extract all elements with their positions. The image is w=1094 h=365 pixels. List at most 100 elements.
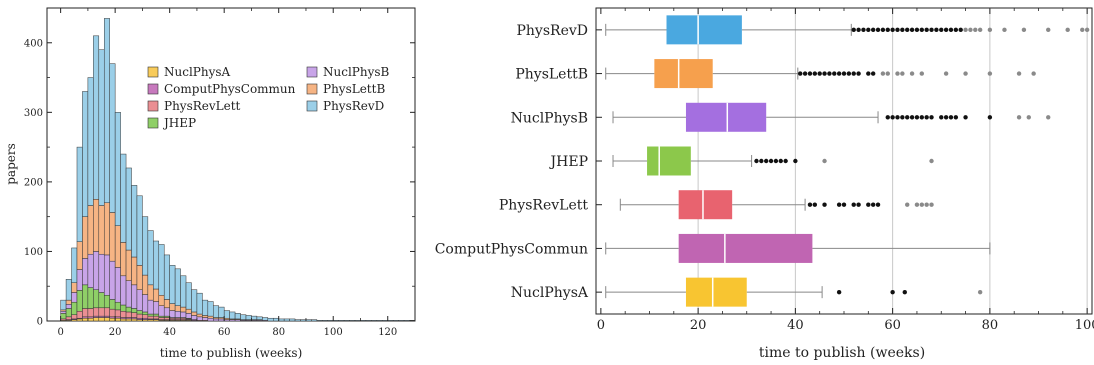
histogram-bar [147,284,154,301]
boxplot-outlier [817,71,822,76]
histogram-bar [180,306,187,313]
histogram-bar [103,307,110,317]
histogram-bar [109,212,116,262]
legend-swatch [306,100,318,112]
boxplot-outlier [929,27,934,33]
histogram-y-tick-label: 400 [24,38,43,49]
histogram-bar [169,310,176,318]
boxplot-x-tick-label: 40 [787,318,804,333]
boxplot-far-outlier [909,71,915,76]
boxplot-far-outlier [919,71,925,76]
boxplot-box [678,190,733,220]
boxplot-outlier [856,71,861,76]
histogram-bar [311,319,318,322]
histogram-bar [93,251,100,290]
boxplot-outlier [851,202,856,207]
boxplot-far-outlier [919,202,925,207]
boxplot-outlier [836,71,842,76]
histogram-bar [147,315,154,320]
histogram-bar [76,241,83,270]
histogram-bar [60,313,67,320]
histogram-bar [120,318,127,322]
histogram-bar [169,303,176,311]
boxplot-far-outlier [1031,71,1036,76]
histogram-bar [142,274,149,295]
histogram-bar [360,320,367,322]
boxplot-outlier [963,115,968,120]
histogram-bar [403,320,410,322]
histogram-bar [103,317,110,322]
histogram-bar [114,267,121,303]
boxplot-far-outlier [924,202,929,207]
boxplot-outlier [939,27,944,33]
histogram-bar [153,288,160,302]
boxplot-outlier [856,202,861,207]
histogram-bar [120,311,127,318]
histogram-bar [240,314,247,320]
histogram-bar [136,289,143,311]
histogram-bar [109,63,116,213]
histogram-bar [76,318,83,322]
histogram-x-tick-label: 120 [378,327,397,338]
histogram-bar [103,18,110,204]
boxplot-outlier [861,27,866,33]
histogram-y-tick-label: 100 [24,247,43,258]
boxplot-box [678,233,813,263]
boxplot-marks [605,15,1090,307]
histogram-bar [98,292,105,309]
histogram-bar [98,49,105,206]
histogram-bar [131,318,138,322]
histogram-bar [349,320,356,322]
boxplot-category-label: PhysLettB [515,67,588,83]
histogram-bar [103,295,110,309]
boxplot-outlier [890,27,895,33]
histogram-bar [267,317,274,322]
histogram-bar [180,275,187,308]
histogram-bar [87,287,94,309]
histogram-bar [218,318,225,322]
boxplot-far-outlier [963,71,968,76]
histogram-bar [387,320,394,322]
boxplot-category-label: ComputPhysCommun [435,241,588,257]
histogram-bar [180,311,187,318]
histogram-bar [82,284,89,309]
histogram-bar [109,317,116,322]
histogram-x-tick-label: 60 [218,327,231,338]
histogram-bar [207,301,214,317]
histogram-bar [120,242,127,277]
histogram-bar [158,244,165,296]
legend-label: JHEP [162,116,196,130]
legend-label: PhysRevD [323,99,384,113]
histogram-bar [223,310,230,319]
boxplot-outlier [827,71,832,76]
boxplot-outlier [851,27,856,33]
histogram-bar [289,318,296,322]
histogram-bar [322,320,329,322]
boxplot-outlier [885,27,890,33]
histogram-bar [114,225,121,268]
histogram-bar [87,317,94,322]
histogram-bar [93,317,100,322]
histogram-x-tick-label: 0 [57,327,63,338]
histogram-bar [114,309,121,318]
histogram-bar [147,299,154,315]
histogram-bar [125,311,132,318]
histogram-bar [87,308,94,318]
boxplot-outlier [914,115,920,120]
histogram-bar [371,320,378,322]
histogram-bar [338,320,345,322]
histogram-x-axis-label: time to publish (weeks) [160,346,303,360]
histogram-legend: NuclPhysA ComputPhysCommun PhysRevLett JHEP… [147,65,390,130]
boxplot-outlier [953,115,959,120]
legend-swatch [147,66,159,78]
boxplot-far-outlier [1016,71,1022,76]
histogram-bar [191,311,198,316]
histogram-bar [136,265,143,290]
histogram-bar [98,307,105,317]
histogram-bar [185,308,192,314]
boxplot-outlier [822,202,827,207]
histogram-axes: 0 20 40 60 80 100 120 0 100 200 300 400 [24,8,415,338]
histogram-x-tick-label: 20 [109,327,122,338]
histogram-bar [213,305,219,318]
histogram-bar [142,311,149,315]
